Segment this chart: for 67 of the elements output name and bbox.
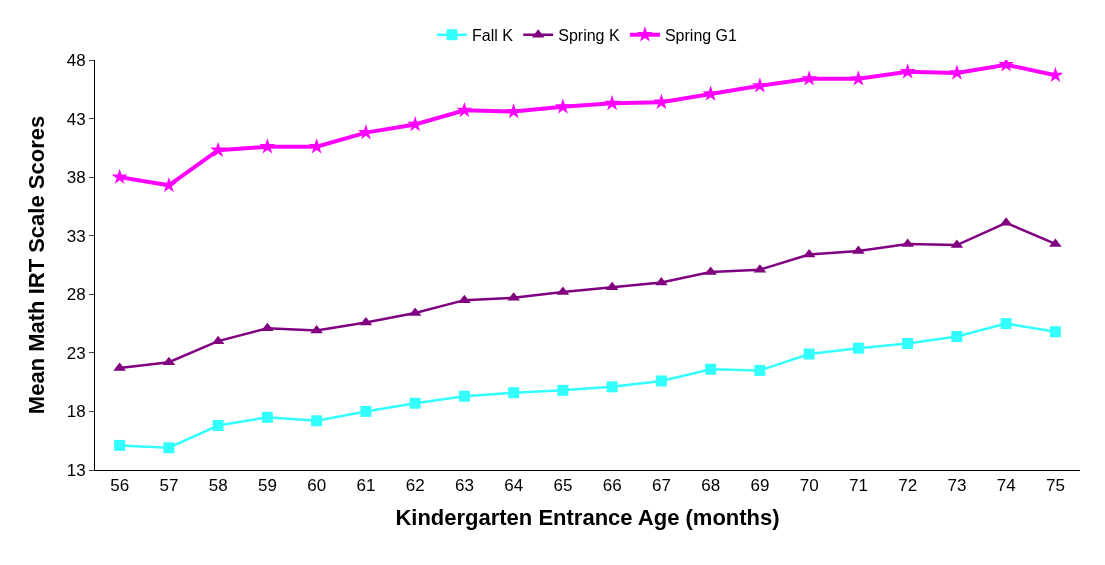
point [852, 342, 864, 354]
y-axis-title: Mean Math IRT Scale Scores [24, 115, 50, 415]
x-tick-label: 59 [257, 476, 277, 496]
x-tick-label: 71 [848, 476, 868, 496]
legend-label: Spring G1 [664, 26, 738, 44]
x-tick-label: 63 [454, 476, 474, 496]
x-tick-label: 66 [602, 476, 622, 496]
point [653, 93, 670, 109]
x-tick-label: 75 [1045, 476, 1065, 496]
point [803, 348, 815, 360]
x-tick-label: 72 [898, 476, 918, 496]
y-tick-label: 13 [66, 460, 86, 480]
point [259, 138, 276, 154]
x-tick-label: 62 [405, 476, 425, 496]
point [604, 94, 621, 111]
point [1049, 326, 1061, 338]
x-tick-label: 74 [996, 476, 1016, 496]
point [261, 322, 274, 332]
x-tick-label: 56 [110, 476, 130, 496]
x-tick-label: 69 [750, 476, 770, 496]
point [114, 439, 126, 451]
point [360, 405, 372, 417]
y-tick-label: 18 [66, 402, 86, 422]
legend-label: Spring K [558, 26, 620, 44]
point [605, 281, 619, 291]
point [359, 316, 373, 326]
y-tick-label: 43 [66, 109, 86, 129]
point [456, 101, 473, 118]
x-tick-label: 68 [701, 476, 721, 496]
x-tick-label: 60 [307, 476, 327, 496]
point [160, 176, 177, 193]
x-tick-label: 70 [799, 476, 819, 496]
x-tick-label: 65 [553, 476, 573, 496]
point [557, 384, 569, 396]
x-tick-label: 57 [159, 476, 179, 496]
y-tick-label: 33 [66, 226, 86, 246]
x-tick-label: 61 [356, 476, 376, 496]
point [705, 363, 717, 375]
point [261, 411, 273, 423]
point [409, 397, 421, 409]
point [554, 98, 571, 114]
point [163, 442, 175, 454]
point [210, 141, 227, 157]
legend-label: Fall K [472, 26, 514, 44]
y-tick-label: 48 [66, 50, 86, 70]
x-tick-label: 64 [504, 476, 524, 496]
y-tick-label: 38 [66, 168, 86, 188]
point [655, 375, 667, 387]
point [508, 387, 520, 399]
point [311, 415, 323, 427]
point [458, 390, 470, 402]
point [1000, 318, 1012, 330]
point [754, 364, 766, 376]
point [606, 381, 618, 393]
point [212, 419, 224, 431]
x-tick-label: 58 [208, 476, 228, 496]
x-tick-label: 73 [947, 476, 967, 496]
x-axis-title: Kindergarten Entrance Age (months) [395, 505, 780, 531]
x-tick-label: 67 [651, 476, 671, 496]
point [902, 337, 914, 349]
y-tick-label: 23 [66, 343, 86, 363]
y-tick-label: 28 [66, 285, 86, 305]
point [802, 248, 816, 258]
point [801, 70, 818, 86]
point [951, 330, 963, 342]
point [899, 63, 916, 79]
point [111, 168, 128, 184]
